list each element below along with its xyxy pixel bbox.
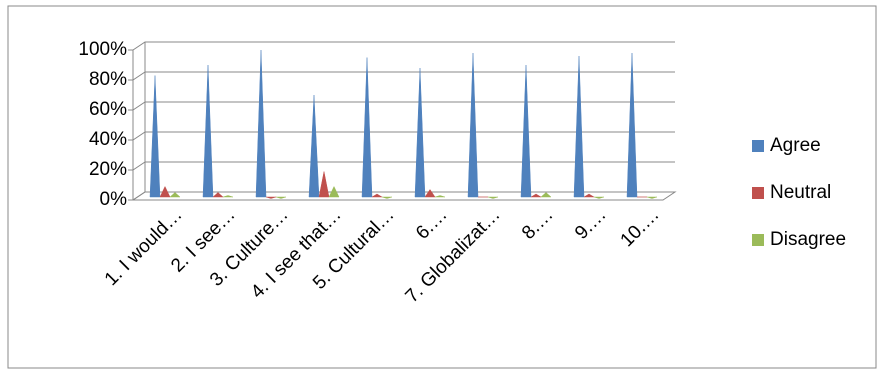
chart-border: [7, 5, 877, 369]
cone: [212, 192, 224, 198]
grid-line: [128, 161, 675, 171]
cone: [530, 193, 542, 198]
cone: [381, 196, 393, 199]
cone: [265, 196, 277, 199]
cone: [159, 185, 171, 198]
cone: [169, 192, 181, 198]
legend-swatch: [752, 234, 764, 246]
cone: [434, 195, 446, 198]
grid-line: [128, 41, 675, 51]
cone: [318, 171, 330, 198]
legend-label: Neutral: [770, 182, 831, 203]
cone: [328, 185, 340, 198]
cone: [202, 64, 214, 198]
y-tick-label: 0%: [100, 189, 128, 210]
grid-line: [128, 131, 675, 141]
legend-swatch: [752, 140, 764, 152]
cone: [361, 57, 373, 198]
cone: [646, 196, 658, 199]
y-tick-label: 100%: [78, 39, 127, 60]
cone: [540, 192, 552, 198]
legend-swatch: [752, 187, 764, 199]
cone: [520, 64, 532, 198]
y-tick-label: 60%: [89, 99, 127, 120]
cone: [467, 52, 479, 198]
cone: [308, 94, 320, 198]
cone: [414, 67, 426, 198]
cone: [275, 196, 287, 199]
cone: [255, 49, 267, 198]
grid-line: [128, 71, 675, 81]
grid-line: [128, 101, 675, 111]
legend-label: Disagree: [770, 229, 846, 250]
cone: [371, 193, 383, 198]
cone: [626, 52, 638, 198]
cone: [593, 196, 605, 199]
grid-line: [128, 191, 675, 201]
y-tick-label: 20%: [89, 159, 127, 180]
cone: [424, 189, 436, 198]
cone: [149, 75, 161, 198]
y-tick-label: 40%: [89, 129, 127, 150]
y-tick-label: 80%: [89, 69, 127, 90]
legend-label: Agree: [770, 135, 821, 156]
cone: [487, 196, 499, 199]
cone: [222, 195, 234, 198]
cone: [583, 193, 595, 198]
cone: [573, 55, 585, 198]
